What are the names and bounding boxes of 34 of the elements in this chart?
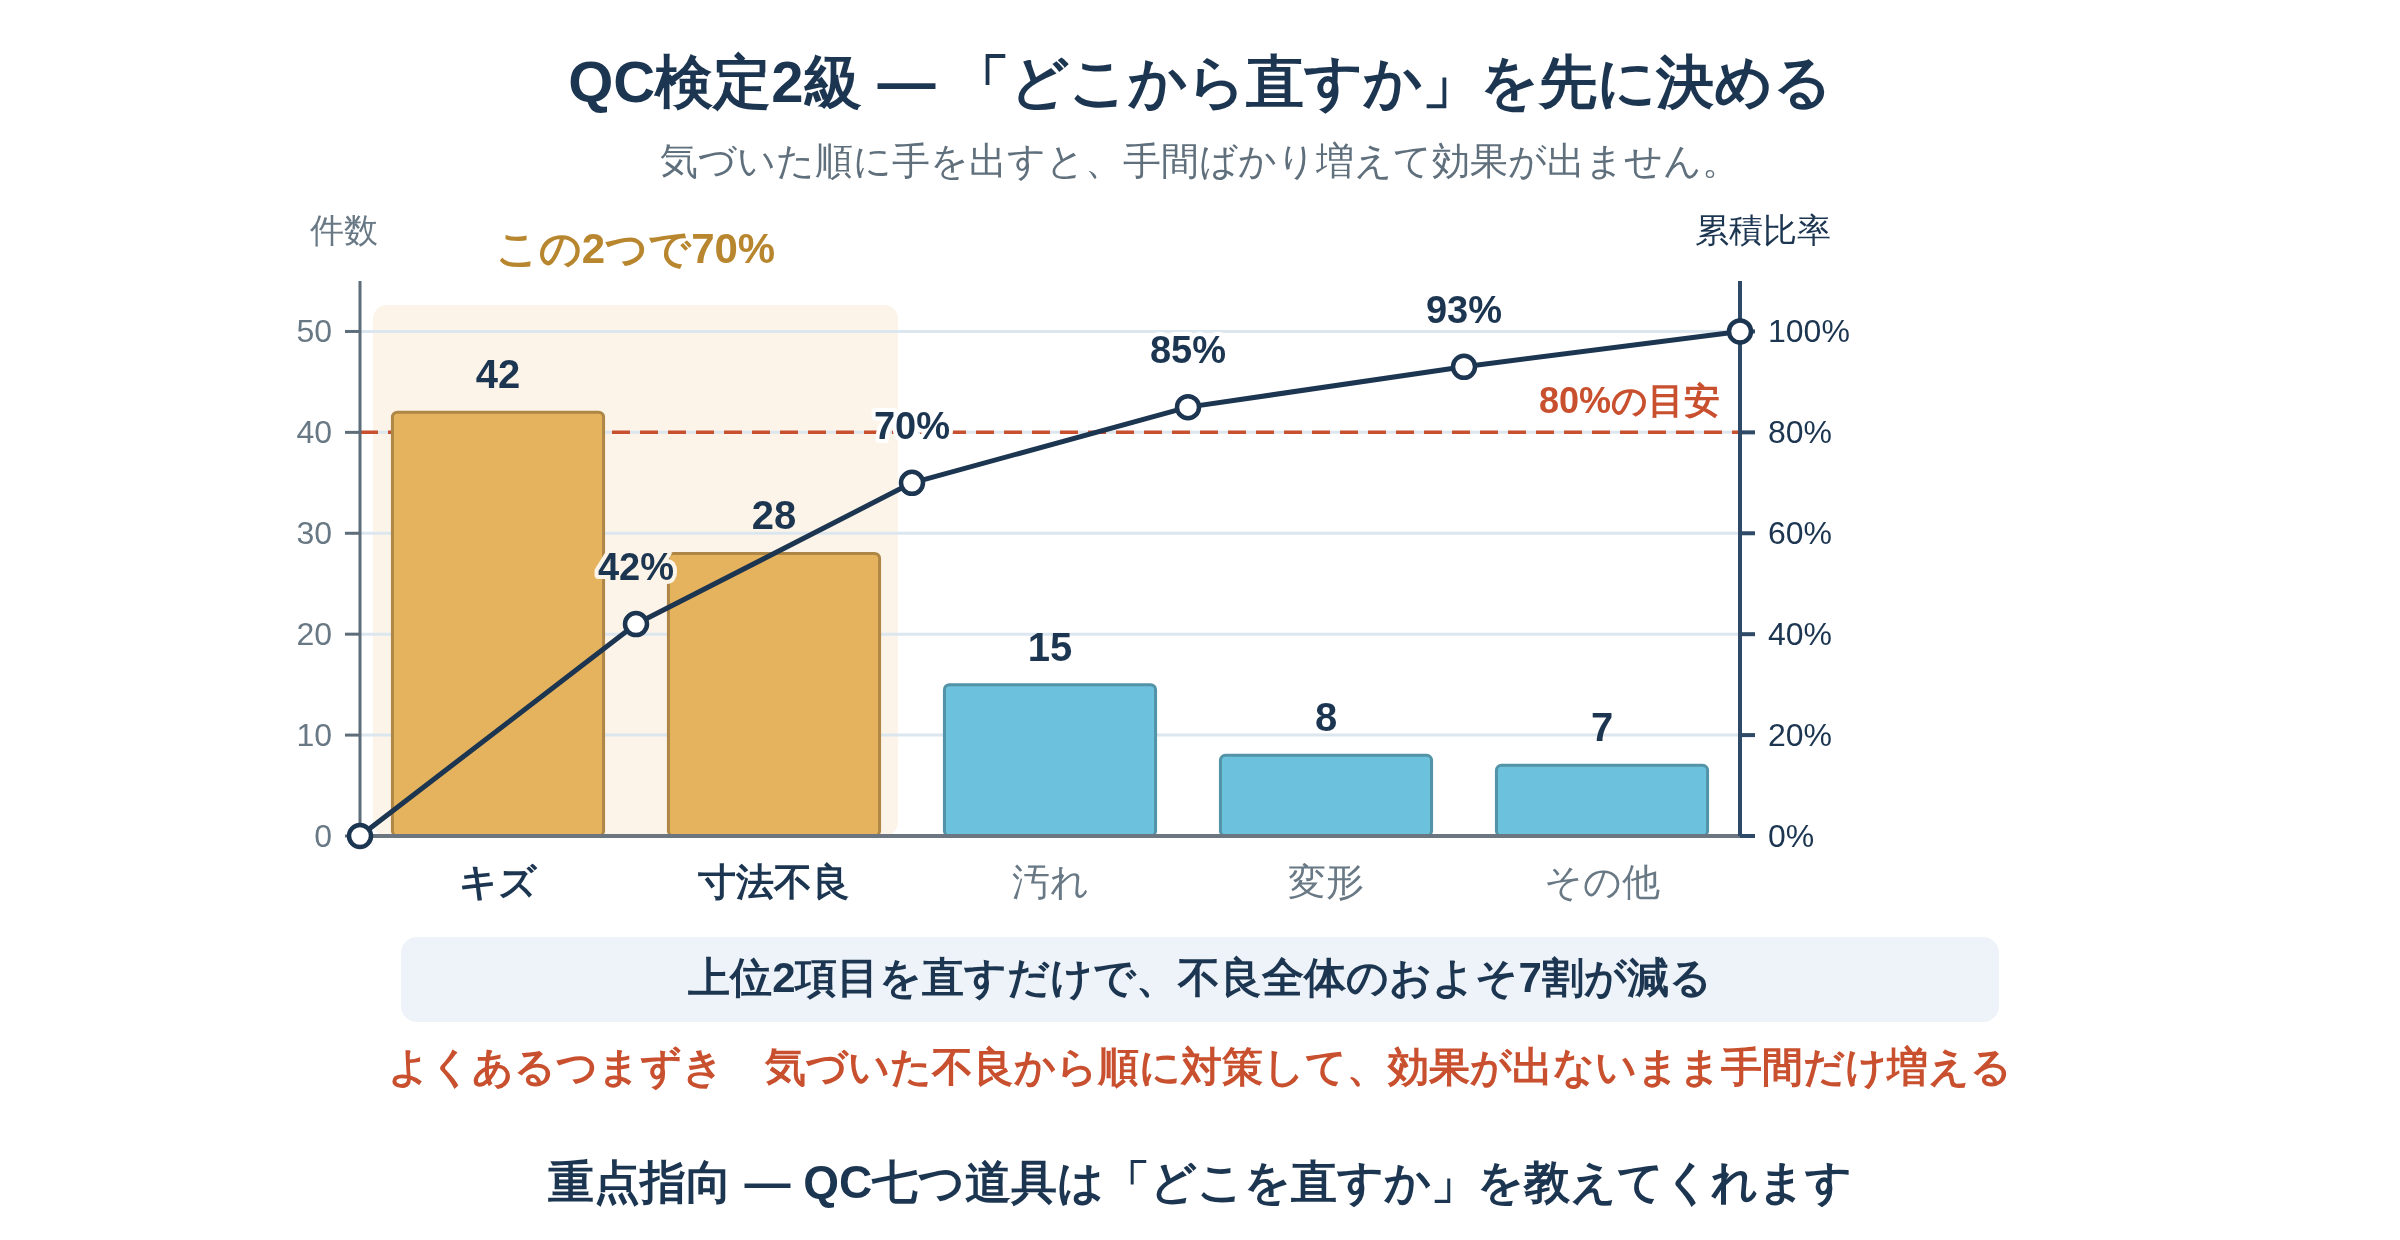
bar-value-label: 8 [1314,695,1338,740]
bar-value-label: 15 [1027,624,1073,669]
y-axis-title: 件数 [310,211,378,249]
bar-value-label: 7 [1590,705,1614,750]
ref-line-label: 80%の目安 [1538,379,1720,421]
note-text: この2つで70% [495,224,776,272]
line-value-label: 70% [873,404,951,447]
note-text: 重点指向 — QC七つ道具は「どこを直すか」を教えてくれます [547,1156,1853,1208]
y2-tick-label: 80% [1768,414,1833,451]
y2-tick-label: 40% [1768,616,1833,653]
x-tick-label: その他 [1544,861,1660,903]
x-tick-label: 寸法不良 [698,861,850,903]
y-tick-label: 30 [296,515,332,552]
y-tick-label: 10 [296,717,332,754]
chart-title: QC検定2級 — 「どこから直すか」を先に決める [568,48,1832,114]
note-text: 上位2項目を直すだけで、不良全体のおよそ7割が減る [688,953,1712,1001]
y2-tick-label: 20% [1768,717,1833,754]
y-tick-label: 40 [296,414,332,451]
x-tick-label: 変形 [1288,861,1364,903]
bar-value-label: 42 [475,352,521,397]
x-tick-label: 汚れ [1011,861,1089,903]
chart-subtitle: 気づいた順に手を出すと、手間ばかり増えて効果が出ません。 [660,140,1740,182]
y-tick-label: 50 [296,313,332,350]
x-tick-label: キズ [459,861,537,903]
y2-tick-label: 0% [1768,818,1815,854]
y-tick-label: 20 [296,616,332,653]
bar-value-label: 28 [751,493,797,538]
note-text: よくあるつまずき 気づいた不良から順に対策して、効果が出ないまま手間だけ増える [388,1044,2012,1090]
y-tick-label: 0 [314,818,332,854]
y2-axis-title: 累積比率 [1695,211,1831,249]
line-value-label: 93% [1425,288,1503,331]
y2-tick-label: 60% [1768,515,1833,552]
y2-tick-label: 100% [1768,313,1850,350]
line-value-label: 85% [1149,329,1227,372]
